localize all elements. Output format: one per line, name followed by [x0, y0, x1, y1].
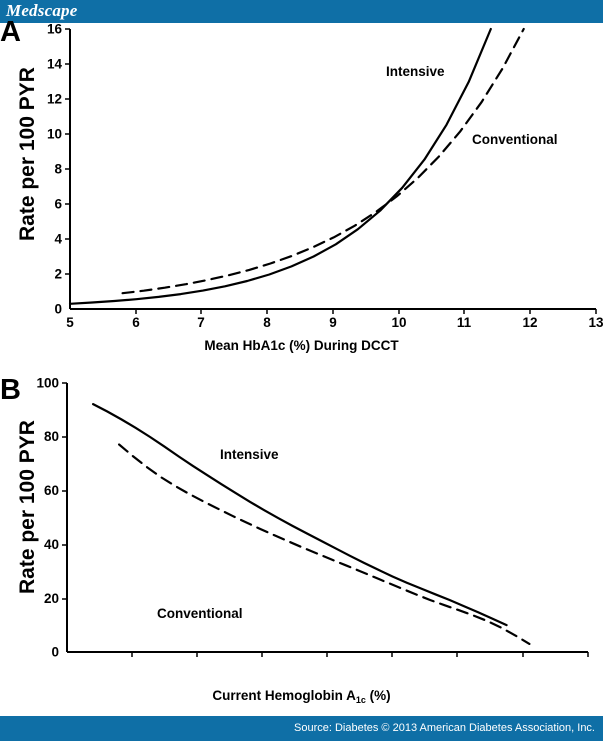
svg-text:0: 0 [51, 645, 59, 659]
svg-text:20: 20 [44, 591, 59, 606]
svg-text:6: 6 [132, 315, 140, 330]
svg-text:12: 12 [522, 315, 537, 330]
svg-text:40: 40 [44, 537, 59, 552]
svg-text:7: 7 [197, 315, 205, 330]
svg-text:2: 2 [54, 267, 62, 282]
svg-text:0: 0 [54, 302, 62, 317]
svg-text:8: 8 [263, 315, 271, 330]
svg-text:4: 4 [54, 232, 62, 247]
svg-text:13: 13 [588, 315, 603, 330]
svg-text:10: 10 [391, 315, 406, 330]
svg-text:6: 6 [54, 197, 62, 212]
svg-text:100: 100 [36, 376, 59, 391]
svg-text:8: 8 [54, 162, 62, 177]
svg-text:10: 10 [47, 127, 62, 142]
svg-text:14: 14 [47, 57, 63, 72]
svg-text:80: 80 [44, 429, 59, 444]
svg-text:60: 60 [44, 483, 59, 498]
svg-text:5: 5 [66, 315, 74, 330]
svg-text:12: 12 [47, 92, 62, 107]
svg-text:11: 11 [457, 315, 472, 330]
svg-text:16: 16 [47, 22, 63, 37]
svg-text:9: 9 [329, 315, 337, 330]
